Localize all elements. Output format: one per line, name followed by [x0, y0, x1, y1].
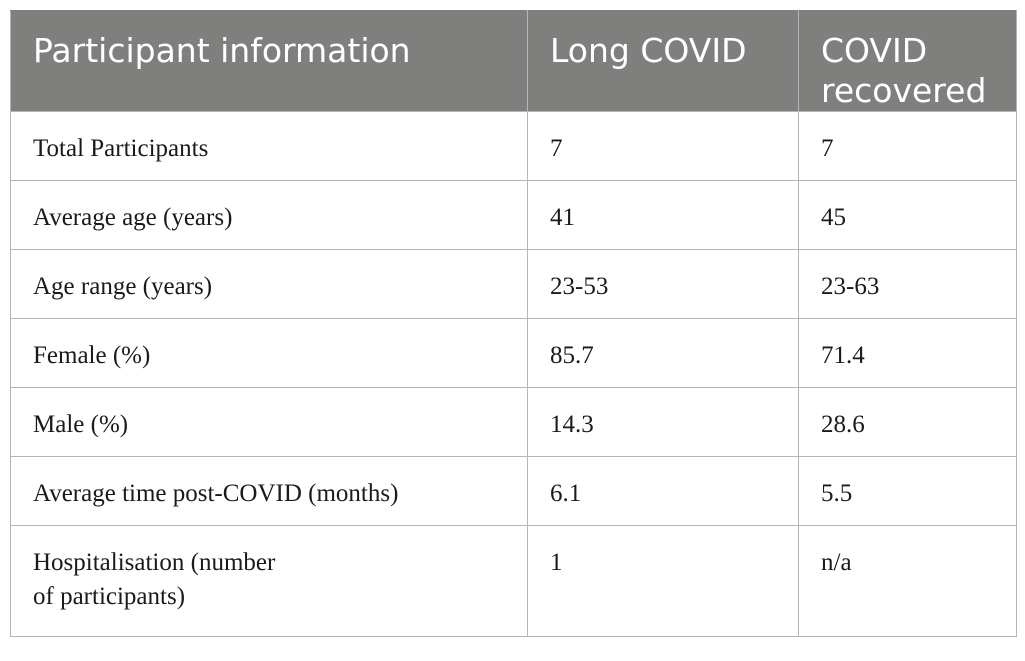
header-long-covid: Long COVID [527, 10, 799, 112]
header-covid-recovered: COVID recovered [798, 10, 1017, 112]
row-label-cell: Average age (years) [10, 180, 528, 250]
table-row: Female (%) 85.7 71.4 [10, 318, 1017, 388]
long-covid-cell: 41 [527, 180, 799, 250]
header-row: Participant information Long COVID COVID… [10, 10, 1017, 112]
long-covid-cell: 85.7 [527, 318, 799, 388]
header-label: COVID [640, 31, 747, 70]
row-label-cell: Average time post-COVID (months) [10, 456, 528, 526]
row-label-cell: Total Participants [10, 111, 528, 181]
row-label-line: Hospitalisation (number [33, 549, 276, 576]
row-label-cell: Female (%) [10, 318, 528, 388]
covid-recovered-cell: 5.5 [798, 456, 1017, 526]
table-row: Average age (years) 41 45 [10, 180, 1017, 250]
covid-recovered-cell: n/a [798, 525, 1017, 637]
covid-recovered-cell: 71.4 [798, 318, 1017, 388]
header-label: recovered [821, 71, 987, 110]
table-row: Average time post-COVID (months) 6.1 5.5 [10, 456, 1017, 526]
table-row: Age range (years) 23-53 23-63 [10, 249, 1017, 319]
covid-recovered-cell: 23-63 [798, 249, 1017, 319]
long-covid-cell: 14.3 [527, 387, 799, 457]
long-covid-cell: 1 [527, 525, 799, 637]
row-label-line: of participants) [33, 583, 186, 610]
table-row: Total Participants 7 7 [10, 111, 1017, 181]
header-participant-information: Participant information [10, 10, 528, 112]
long-covid-cell: 7 [527, 111, 799, 181]
participant-table: Participant information Long COVID COVID… [10, 10, 1017, 637]
header-label: Long [550, 31, 630, 70]
table-header: Participant information Long COVID COVID… [10, 10, 1017, 112]
long-covid-cell: 23-53 [527, 249, 799, 319]
long-covid-cell: 6.1 [527, 456, 799, 526]
header-label: COVID [821, 31, 928, 70]
row-label-cell: Hospitalisation (number of participants) [10, 525, 528, 637]
row-label-cell: Male (%) [10, 387, 528, 457]
row-label-cell: Age range (years) [10, 249, 528, 319]
participant-table-container: Participant information Long COVID COVID… [10, 10, 1017, 651]
covid-recovered-cell: 45 [798, 180, 1017, 250]
table-row: Hospitalisation (number of participants)… [10, 525, 1017, 637]
table-row: Male (%) 14.3 28.6 [10, 387, 1017, 457]
header-label: Participant information [33, 31, 411, 70]
covid-recovered-cell: 7 [798, 111, 1017, 181]
covid-recovered-cell: 28.6 [798, 387, 1017, 457]
table-body: Total Participants 7 7 Average age (year… [10, 111, 1017, 637]
